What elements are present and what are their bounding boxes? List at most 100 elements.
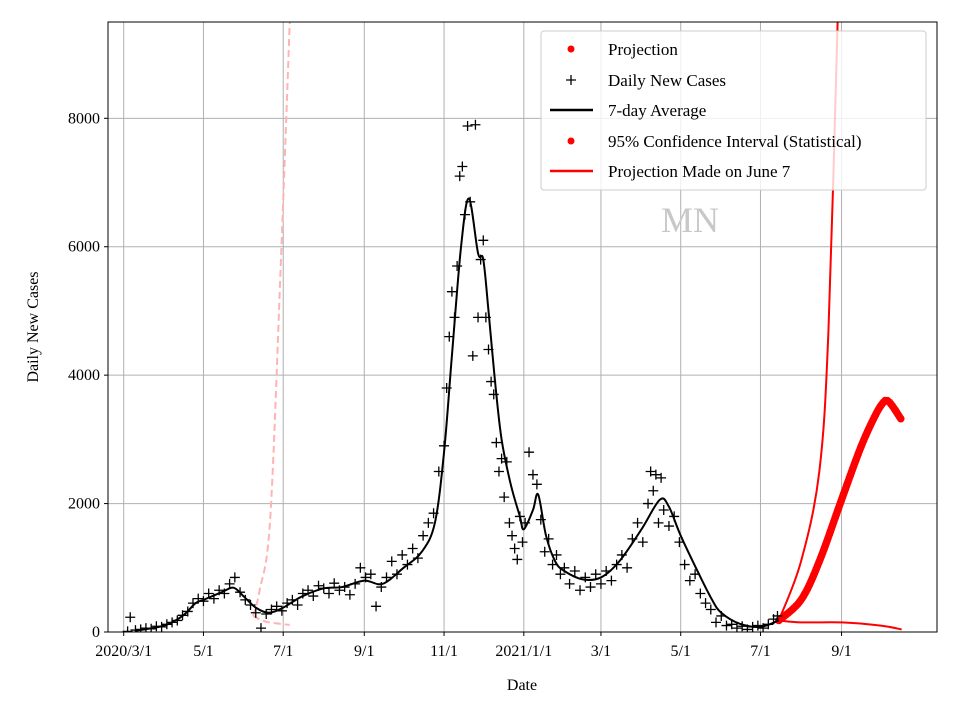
x-tick-label: 11/1 [430,643,458,660]
x-tick-label: 2020/3/1 [95,643,152,660]
ticks: 2020/3/1 5/1 7/1 9/1 11/1 2021/1/1 3/1 5/1 7/1 9/… [68,110,852,660]
legend: Projection Daily New Cases 7-day Average 95… [540,30,927,191]
daily-cases-marker [125,612,136,623]
projection-june-7-line [252,22,291,617]
daily-cases-marker [240,594,251,605]
daily-cases-marker [355,562,366,573]
daily-cases-marker [507,530,518,541]
daily-cases-marker [261,609,272,620]
daily-cases-marker [418,530,429,541]
daily-cases-marker [656,472,667,483]
legend-label: 95% Confidence Interval (Statistical) [608,132,862,151]
legend-label: Projection [608,40,678,59]
projection-dot [896,414,905,423]
axes-frame [107,21,938,633]
daily-cases-marker [650,469,661,480]
daily-cases-marker [423,517,434,528]
daily-cases-marker [622,562,633,573]
x-axis-label: Date [507,677,537,694]
daily-cases-marker [365,569,376,580]
legend-dot-icon [567,45,575,53]
daily-cases-marker [407,543,418,554]
projection-june-7-line [252,615,290,626]
daily-cases-marker [575,585,586,596]
daily-cases-marker [585,582,596,593]
daily-cases-marker [122,626,133,632]
daily-cases-marker [491,437,502,448]
daily-cases-marker [535,514,546,525]
y-tick-label: 0 [92,624,100,641]
daily-cases-marker [470,119,481,130]
legend-label: Daily New Cases [608,71,726,90]
daily-cases-marker [467,350,478,361]
daily-cases-marker [457,161,468,172]
x-tick-label: 7/1 [273,643,293,660]
daily-cases-marker [478,235,489,246]
daily-cases-marker [229,572,240,583]
daily-cases-marker [772,610,783,621]
daily-cases-marker [645,466,656,477]
daily-cases-marker [711,617,722,628]
daily-cases-marker [517,537,528,548]
x-tick-label: 9/1 [831,643,851,660]
daily-cases-marker [454,171,465,182]
daily-cases-marker [700,598,711,609]
daily-cases-marker [524,447,535,458]
daily-cases-marker [493,466,504,477]
y-tick-label: 6000 [68,239,100,256]
daily-cases-marker [308,591,319,602]
daily-cases-marker [643,498,654,509]
daily-cases-marker [452,261,463,271]
x-tick-label: 3/1 [591,643,611,660]
x-tick-label: 2021/1/1 [495,643,552,660]
daily-cases-marker [648,485,659,496]
daily-cases-marker [344,589,355,600]
daily-cases-marker [758,623,769,632]
daily-cases-marker [705,604,716,615]
daily-cases-marker [509,543,520,554]
daily-cases-marker [653,517,664,528]
x-tick-label: 7/1 [750,643,770,660]
legend-plus-icon [566,75,576,85]
daily-cases-marker [695,588,706,599]
daily-cases-marker [386,556,397,567]
daily-cases-marker [504,517,515,528]
legend-dot-icon [567,137,575,145]
x-tick-label: 5/1 [193,643,213,660]
daily-cases-marker [679,559,690,570]
daily-cases-marker [255,623,266,632]
daily-cases-marker [658,505,669,515]
daily-cases-marker [527,469,538,480]
legend-label: Projection Made on June 7 [608,162,791,181]
daily-cases-marker [606,575,617,586]
daily-cases-marker [371,601,382,612]
daily-cases-marker [663,521,674,532]
y-axis-label: Daily New Cases [25,271,42,382]
daily-cases-marker [595,578,606,589]
daily-cases-marker [590,569,601,580]
daily-cases-marker [329,578,340,589]
daily-cases-marker [446,286,457,297]
daily-cases-marker [684,575,695,586]
seven-day-average-line [135,197,780,632]
confidence-interval-line [778,619,902,631]
daily-cases-marker [499,492,510,503]
y-tick-label: 2000 [68,496,100,513]
daily-cases-marker [539,546,550,557]
legend-box [540,30,927,191]
daily-cases-marker [292,600,303,611]
daily-cases-marker [637,537,648,548]
daily-cases-marker [580,572,591,583]
y-tick-label: 4000 [68,367,100,384]
daily-cases-marker [250,607,261,618]
daily-cases-marker [555,569,566,580]
daily-cases-marker [731,623,742,632]
daily-cases-marker [462,121,473,132]
y-tick-label: 8000 [68,110,100,127]
daily-cases-marker [752,620,763,631]
x-tick-label: 9/1 [354,643,374,660]
daily-cases-marker [564,578,575,589]
legend-label: 7-day Average [608,101,706,120]
x-tick-label: 5/1 [670,643,690,660]
